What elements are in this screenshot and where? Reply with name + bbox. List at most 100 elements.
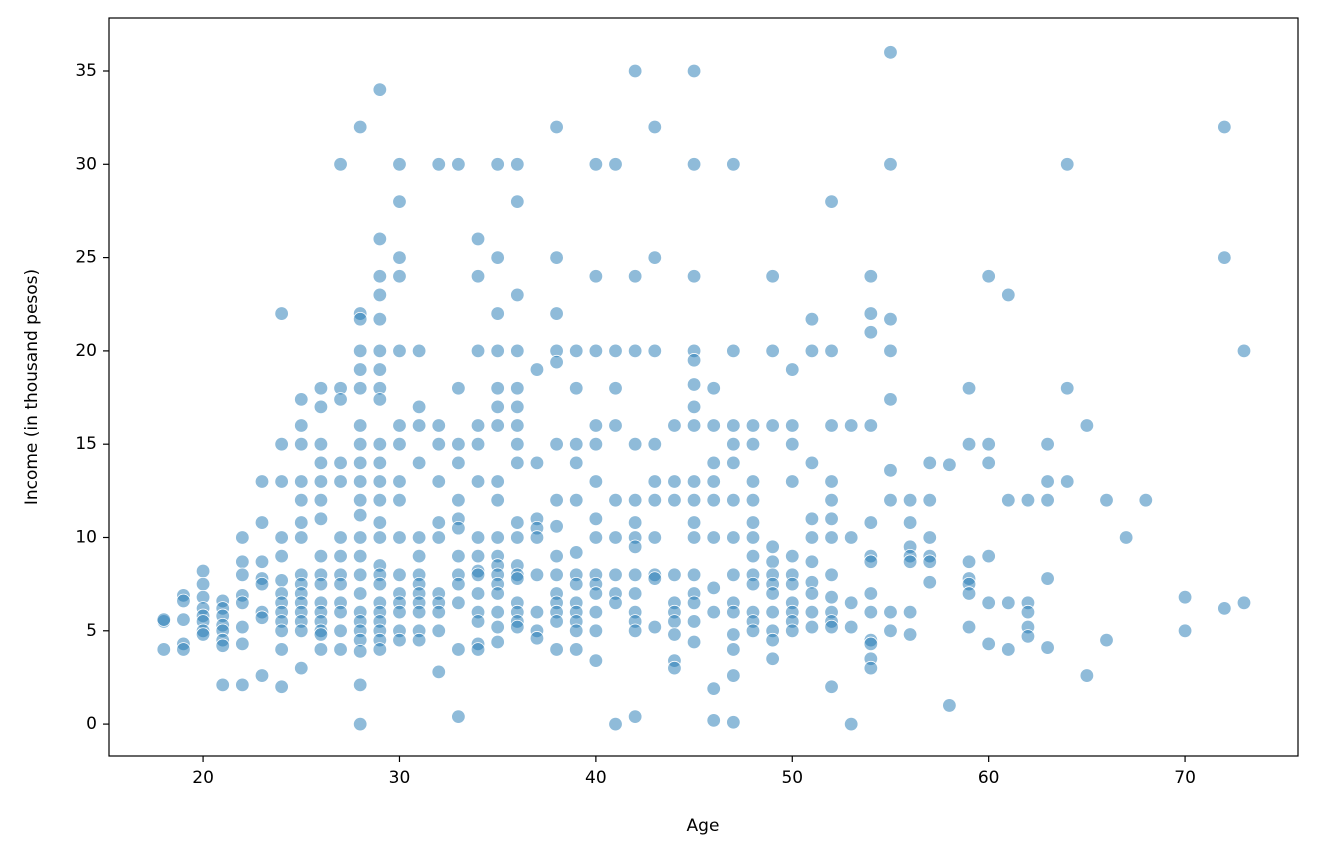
- point: [588, 653, 604, 668]
- point: [352, 474, 368, 489]
- point: [785, 548, 800, 564]
- point: [608, 530, 623, 545]
- point: [549, 436, 564, 452]
- point: [961, 619, 977, 635]
- point: [451, 455, 466, 471]
- point: [411, 399, 427, 415]
- point: [1177, 590, 1193, 605]
- point: [765, 586, 780, 601]
- point: [588, 269, 604, 284]
- point: [1040, 474, 1055, 489]
- point: [1040, 436, 1055, 452]
- point: [981, 269, 996, 284]
- point: [824, 679, 839, 694]
- y-tick-label: 5: [86, 621, 97, 641]
- point: [333, 604, 348, 620]
- point: [922, 492, 937, 508]
- point: [588, 343, 604, 359]
- point: [274, 623, 289, 638]
- point: [627, 269, 643, 284]
- point: [1020, 629, 1036, 644]
- point: [490, 530, 505, 545]
- point: [313, 548, 329, 564]
- point: [863, 269, 879, 284]
- point: [294, 474, 309, 489]
- point: [352, 381, 368, 396]
- point: [804, 455, 820, 471]
- point: [529, 455, 545, 471]
- point: [411, 604, 427, 620]
- point: [726, 604, 741, 620]
- point: [372, 362, 388, 377]
- point: [961, 586, 977, 601]
- point: [686, 492, 702, 508]
- point: [588, 604, 604, 620]
- point: [627, 539, 643, 555]
- point: [510, 515, 525, 530]
- point: [863, 515, 879, 530]
- y-tick-label: 20: [75, 341, 97, 361]
- point: [411, 455, 427, 471]
- point: [785, 436, 800, 452]
- point: [824, 343, 839, 359]
- point: [647, 571, 662, 586]
- point: [549, 519, 564, 534]
- point: [176, 612, 191, 627]
- point: [510, 530, 525, 545]
- point: [863, 636, 879, 652]
- point: [765, 554, 780, 569]
- point: [627, 492, 643, 508]
- point: [667, 614, 682, 629]
- point: [922, 455, 937, 471]
- y-tick-label: 25: [75, 248, 97, 268]
- point: [804, 619, 820, 635]
- point: [961, 436, 977, 452]
- point: [686, 515, 702, 530]
- point: [686, 595, 702, 611]
- point: [294, 660, 309, 676]
- point: [352, 362, 368, 377]
- point: [745, 548, 761, 564]
- point: [470, 530, 486, 545]
- point: [902, 554, 918, 569]
- point: [372, 343, 388, 359]
- point: [785, 576, 800, 592]
- point: [883, 45, 898, 60]
- point: [902, 604, 918, 620]
- point: [804, 554, 820, 569]
- point: [883, 604, 898, 620]
- point: [824, 418, 839, 433]
- point: [1099, 492, 1114, 508]
- point: [1217, 250, 1232, 265]
- point: [313, 474, 329, 489]
- point: [804, 530, 820, 545]
- point: [372, 392, 388, 407]
- point: [392, 632, 407, 648]
- point: [627, 586, 643, 601]
- point: [490, 619, 505, 635]
- x-tick-label: 40: [585, 768, 607, 788]
- point: [470, 231, 486, 247]
- point: [686, 530, 702, 545]
- point: [588, 511, 604, 527]
- point: [254, 668, 270, 683]
- point: [392, 604, 407, 620]
- point: [1040, 492, 1055, 508]
- point: [824, 567, 839, 583]
- point: [569, 381, 584, 396]
- point: [922, 530, 937, 545]
- point: [863, 306, 879, 321]
- point: [588, 157, 604, 172]
- point: [235, 619, 250, 635]
- point: [902, 492, 918, 508]
- point: [392, 567, 407, 583]
- point: [333, 392, 348, 407]
- point: [333, 455, 348, 471]
- point: [470, 567, 486, 583]
- point: [470, 614, 486, 629]
- point: [745, 436, 761, 452]
- point: [333, 576, 348, 592]
- point: [569, 436, 584, 452]
- point: [529, 567, 545, 583]
- point: [706, 474, 721, 489]
